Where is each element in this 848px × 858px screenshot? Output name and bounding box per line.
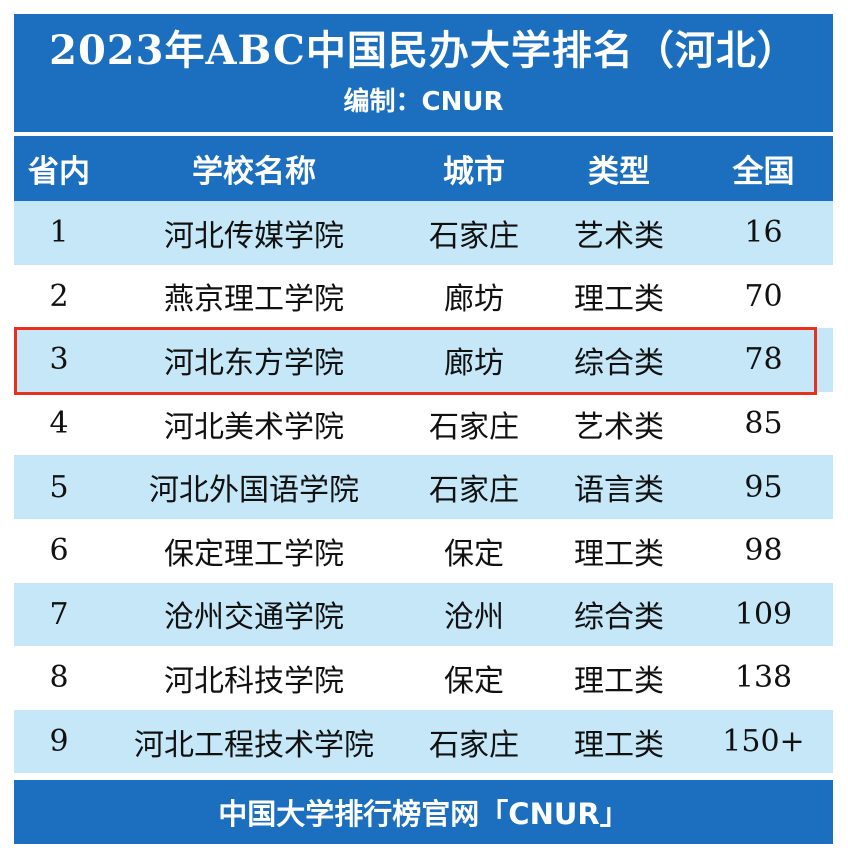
cell-city: 石家庄 — [429, 473, 519, 509]
header-city: 城市 — [443, 154, 505, 190]
cell-name: 保定理工学院 — [164, 536, 344, 572]
cell-type: 艺术类 — [574, 218, 664, 254]
cell-name: 沧州交通学院 — [164, 600, 344, 636]
cell-type: 艺术类 — [574, 409, 664, 445]
cell-national: 85 — [744, 406, 783, 442]
cell-type: 综合类 — [574, 600, 664, 636]
cell-rank: 8 — [49, 660, 69, 696]
header-name: 学校名称 — [192, 154, 316, 190]
cell-rank: 9 — [49, 724, 69, 760]
header-national: 全国 — [732, 154, 795, 190]
table-row: 1 河北传媒学院 石家庄 艺术类 16 — [14, 201, 833, 265]
cell-city: 保定 — [444, 536, 504, 572]
table-row: 3 河北东方学院 廊坊 综合类 78 — [14, 328, 833, 392]
table-row: 5 河北外国语学院 石家庄 语言类 95 — [14, 455, 833, 519]
cell-rank: 6 — [49, 533, 69, 569]
cell-city: 保定 — [444, 663, 504, 699]
table-row: 8 河北科技学院 保定 理工类 138 — [14, 646, 833, 710]
cell-type: 语言类 — [574, 473, 664, 509]
cell-national: 95 — [744, 469, 783, 505]
cell-rank: 2 — [49, 278, 69, 314]
cell-national: 150+ — [722, 724, 805, 760]
cell-name: 河北东方学院 — [164, 345, 344, 381]
cell-city: 廊坊 — [444, 282, 504, 318]
cell-national: 78 — [744, 342, 783, 378]
cell-national: 70 — [744, 278, 783, 314]
title-block: 2023年ABC中国民办大学排名（河北） 编制：CNUR — [14, 14, 833, 132]
cell-type: 理工类 — [574, 727, 664, 763]
table-row: 6 保定理工学院 保定 理工类 98 — [14, 519, 833, 583]
cell-city: 廊坊 — [444, 345, 504, 381]
cell-name: 河北科技学院 — [164, 663, 344, 699]
table-row: 4 河北美术学院 石家庄 艺术类 85 — [14, 391, 833, 456]
cell-rank: 1 — [49, 215, 69, 251]
cell-name: 河北传媒学院 — [164, 218, 344, 254]
cell-name: 河北工程技术学院 — [134, 727, 374, 763]
cell-type: 理工类 — [574, 282, 664, 318]
cell-national: 138 — [734, 660, 793, 696]
cell-national: 98 — [744, 533, 783, 569]
table-row: 2 燕京理工学院 廊坊 理工类 70 — [14, 264, 833, 329]
cell-type: 理工类 — [574, 536, 664, 572]
cell-city: 沧州 — [444, 600, 504, 636]
cell-name: 河北外国语学院 — [149, 473, 359, 509]
table-header: 省内 学校名称 城市 类型 全国 — [14, 136, 833, 201]
table-row: 7 沧州交通学院 沧州 综合类 109 — [14, 582, 833, 647]
cell-national: 16 — [744, 215, 783, 251]
cell-national: 109 — [734, 596, 793, 632]
footer-banner: 中国大学排行榜官网「CNUR」 — [14, 780, 833, 844]
cell-name: 燕京理工学院 — [164, 282, 344, 318]
cell-city: 石家庄 — [429, 218, 519, 254]
cell-name: 河北美术学院 — [164, 409, 344, 445]
cell-rank: 4 — [49, 406, 69, 442]
header-rank: 省内 — [28, 154, 90, 190]
ranking-table: 2023年ABC中国民办大学排名（河北） 编制：CNUR 省内 学校名称 城市 … — [14, 14, 833, 844]
cell-rank: 7 — [49, 596, 69, 632]
table-row: 9 河北工程技术学院 石家庄 理工类 150+ — [14, 709, 833, 774]
cell-type: 理工类 — [574, 663, 664, 699]
page-title: 2023年ABC中国民办大学排名（河北） — [49, 27, 798, 74]
cell-rank: 3 — [49, 342, 69, 378]
header-type: 类型 — [588, 154, 650, 190]
cell-rank: 5 — [49, 469, 69, 505]
cell-type: 综合类 — [574, 345, 664, 381]
cell-city: 石家庄 — [429, 727, 519, 763]
cell-city: 石家庄 — [429, 409, 519, 445]
page-subtitle: 编制：CNUR — [343, 87, 504, 117]
